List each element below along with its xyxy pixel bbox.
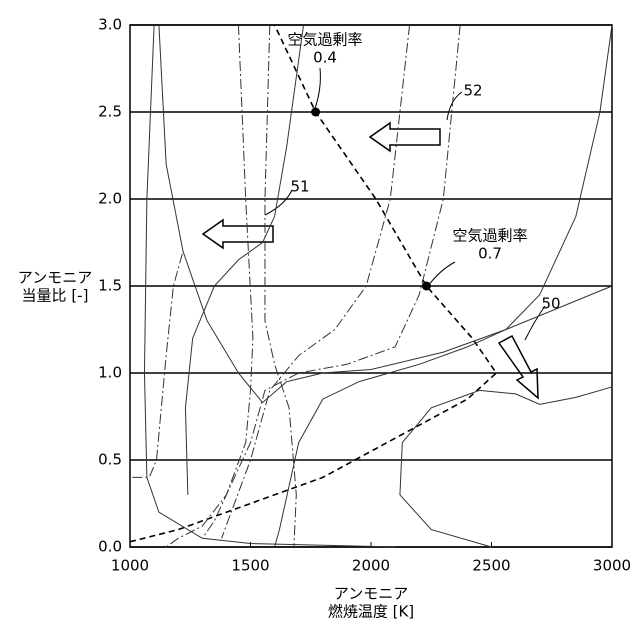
y-tick-label: 0.0 [98,538,122,556]
curve [132,251,183,477]
x-tick-label: 1000 [111,557,149,575]
curve [185,25,303,495]
annotation: 0.7 [478,245,502,263]
x-axis-label: 燃焼温度 [K] [328,603,414,621]
reference-label: 50 [541,295,560,313]
point [311,108,320,117]
curve [159,25,612,403]
curve [202,25,460,538]
y-tick-label: 1.5 [98,277,122,295]
leader [447,92,462,120]
leader [428,262,455,286]
x-tick-label: 2000 [352,557,390,575]
arrow-51 [203,220,273,248]
x-axis-label: アンモニア [334,585,408,603]
y-axis-label: アンモニア [18,269,92,287]
y-axis-label: 当量比 [-] [22,287,89,305]
x-tick-label: 3000 [593,557,631,575]
curve [400,387,612,547]
arrow-52 [370,123,440,151]
leader [314,68,320,111]
y-tick-label: 2.5 [98,103,122,121]
reference-label: 51 [290,178,309,196]
point [422,282,431,291]
annotation: 0.4 [313,49,337,67]
arrow-50 [499,336,538,398]
y-tick-label: 0.5 [98,451,122,469]
y-tick-label: 2.0 [98,190,122,208]
reference-label: 52 [463,82,482,100]
y-tick-label: 1.0 [98,364,122,382]
curve [130,25,496,542]
y-tick-label: 3.0 [98,16,122,34]
annotation: 空気過剰率 [452,227,527,245]
x-tick-label: 2500 [472,557,510,575]
chart: 0.0 0.5 1.0 1.5 2.0 2.5 3.0 1000 1500 2000 2500 300… [0,0,640,640]
annotation: 空気過剰率 [287,31,362,49]
x-tick-label: 1500 [231,557,269,575]
leaders [265,68,545,340]
